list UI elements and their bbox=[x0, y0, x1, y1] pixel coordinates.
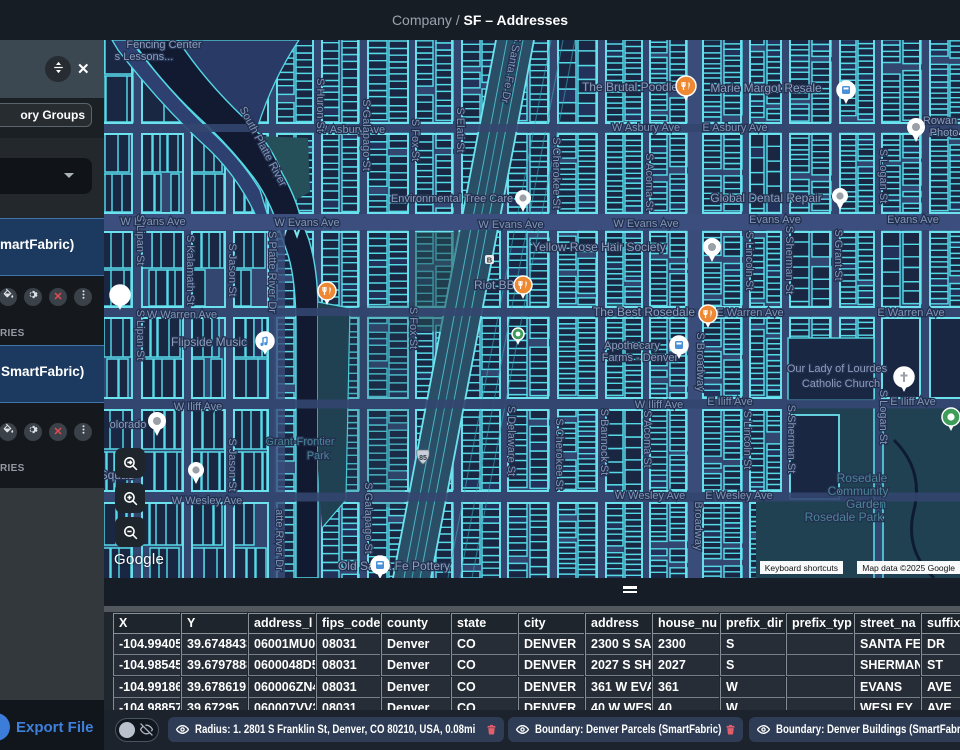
svg-text:E Warren Ave: E Warren Ave bbox=[877, 307, 944, 319]
svg-text:S Jason St: S Jason St bbox=[226, 243, 238, 296]
svg-text:85: 85 bbox=[419, 455, 427, 462]
svg-text:E Iliff Ave: E Iliff Ave bbox=[890, 396, 935, 408]
svg-text:S Lipan St: S Lipan St bbox=[134, 215, 146, 266]
svg-text:S Jason St: S Jason St bbox=[226, 438, 238, 491]
svg-text:S Elati St: S Elati St bbox=[454, 107, 466, 152]
svg-text:S Logan St: S Logan St bbox=[877, 390, 889, 444]
svg-text:Global Dental Repair: Global Dental Repair bbox=[710, 191, 821, 205]
svg-text:S Lincoln St: S Lincoln St bbox=[741, 411, 753, 470]
svg-text:Farms - Denver: Farms - Denver bbox=[602, 352, 679, 364]
svg-text:S Sherman St: S Sherman St bbox=[783, 226, 795, 294]
svg-text:S Fox St: S Fox St bbox=[409, 119, 421, 161]
svg-text:S Grant St: S Grant St bbox=[832, 229, 844, 280]
svg-text:S Cherokee St: S Cherokee St bbox=[550, 137, 562, 209]
svg-text:Catholic Church: Catholic Church bbox=[802, 378, 880, 390]
svg-text:S Galapago St: S Galapago St bbox=[360, 99, 372, 171]
svg-text:Photo: Photo bbox=[930, 127, 959, 139]
svg-text:W Evans Ave: W Evans Ave bbox=[613, 218, 678, 230]
svg-text:S Huron St: S Huron St bbox=[314, 78, 326, 132]
svg-text:E Wesley Ave: E Wesley Ave bbox=[705, 490, 772, 502]
svg-text:S Acoma St: S Acoma St bbox=[641, 410, 653, 467]
svg-text:E Asbury Ave: E Asbury Ave bbox=[702, 122, 767, 134]
svg-text:Community: Community bbox=[828, 484, 889, 498]
svg-text:S Lipan St: S Lipan St bbox=[134, 310, 146, 361]
svg-text:Rowan: Rowan bbox=[923, 115, 957, 127]
svg-text:Flipside Music: Flipside Music bbox=[171, 335, 247, 349]
svg-text:Old Santa Fe Pottery: Old Santa Fe Pottery bbox=[338, 559, 450, 573]
svg-text:Marie Margot Resale: Marie Margot Resale bbox=[710, 81, 822, 95]
svg-text:S Platte River Dr: S Platte River Dr bbox=[266, 231, 278, 313]
svg-text:Park: Park bbox=[307, 450, 330, 462]
svg-text:The Best Rosedale: The Best Rosedale bbox=[593, 305, 695, 319]
svg-text:S Logan St: S Logan St bbox=[877, 149, 889, 203]
svg-text:W Evans Ave: W Evans Ave bbox=[120, 216, 185, 228]
svg-text:atte River Dr: atte River Dr bbox=[273, 509, 285, 571]
svg-text:W Evans Ave: W Evans Ave bbox=[478, 219, 543, 231]
svg-text:olorado: olorado bbox=[110, 419, 147, 431]
svg-text:B: B bbox=[487, 256, 493, 265]
svg-text:S Lincoln St: S Lincoln St bbox=[743, 232, 755, 291]
svg-text:Rosedale: Rosedale bbox=[837, 471, 888, 485]
svg-text:S Sherman St: S Sherman St bbox=[785, 405, 797, 473]
svg-text:Garden: Garden bbox=[846, 497, 886, 511]
svg-text:W Evans Ave: W Evans Ave bbox=[274, 217, 339, 229]
svg-text:S Fox St: S Fox St bbox=[407, 307, 419, 349]
svg-text:Environmental Tree Care: Environmental Tree Care bbox=[391, 193, 513, 205]
svg-text:W Iliff Ave: W Iliff Ave bbox=[635, 399, 684, 411]
svg-text:Evans Ave: Evans Ave bbox=[887, 214, 939, 226]
svg-text:W Asbury Ave: W Asbury Ave bbox=[612, 122, 680, 134]
svg-text:E Iliff Ave: E Iliff Ave bbox=[707, 396, 752, 408]
svg-text:Grant-Frontier: Grant-Frontier bbox=[265, 436, 334, 448]
svg-text:Riot BBQ: Riot BBQ bbox=[474, 278, 524, 292]
svg-text:S Kalamath St: S Kalamath St bbox=[184, 235, 196, 305]
svg-text:Evans Ave: Evans Ave bbox=[749, 214, 801, 226]
svg-text:E Warren Ave: E Warren Ave bbox=[716, 307, 783, 319]
svg-text:W Iliff Ave: W Iliff Ave bbox=[174, 401, 223, 413]
svg-text:s Lessons...: s Lessons... bbox=[115, 51, 174, 63]
svg-text:The Brutal Poodle: The Brutal Poodle bbox=[582, 80, 678, 94]
svg-text:Our Lady of Lourdes: Our Lady of Lourdes bbox=[787, 363, 888, 375]
svg-text:Yellow Rose Hair Society: Yellow Rose Hair Society bbox=[532, 240, 666, 254]
svg-text:W Asbury Ave: W Asbury Ave bbox=[317, 124, 385, 136]
svg-text:W Wesley Ave: W Wesley Ave bbox=[615, 490, 686, 502]
svg-text:S Acoma St: S Acoma St bbox=[643, 153, 655, 210]
svg-text:Fencing Center: Fencing Center bbox=[126, 40, 202, 51]
svg-text:S Broadway: S Broadway bbox=[694, 332, 706, 392]
svg-text:Rosedale Park: Rosedale Park bbox=[805, 510, 885, 524]
svg-text:S Bannock St: S Bannock St bbox=[598, 409, 610, 476]
svg-text:S Cherokee St: S Cherokee St bbox=[553, 418, 565, 490]
svg-text:W Warren Ave: W Warren Ave bbox=[147, 309, 217, 321]
svg-text:Apothecary: Apothecary bbox=[604, 340, 660, 352]
svg-text:W Wesley Ave: W Wesley Ave bbox=[172, 495, 243, 507]
svg-text:S Galapago St: S Galapago St bbox=[362, 482, 374, 554]
svg-text:S Delaware St: S Delaware St bbox=[505, 406, 517, 476]
svg-text:Broadway: Broadway bbox=[692, 502, 704, 551]
